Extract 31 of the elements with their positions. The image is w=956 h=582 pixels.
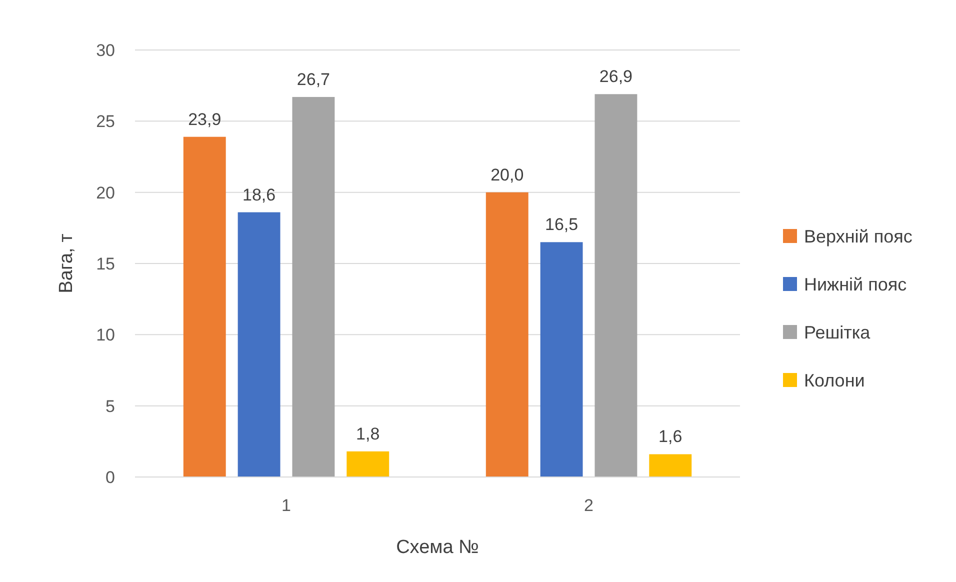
bar — [292, 96, 335, 477]
legend-label: Колони — [804, 370, 865, 390]
x-tick-label: 1 — [282, 496, 291, 515]
data-label: 18,6 — [242, 185, 276, 204]
y-tick-label: 30 — [96, 40, 115, 60]
data-label: 1,6 — [658, 427, 682, 446]
data-label: 20,0 — [490, 165, 524, 184]
data-label: 1,8 — [356, 424, 380, 444]
x-axis-title: Схема № — [396, 537, 479, 558]
data-label: 23,9 — [188, 110, 222, 129]
y-tick-label: 0 — [106, 468, 115, 487]
y-tick-label: 5 — [106, 396, 115, 416]
y-tick-label: 20 — [96, 183, 115, 202]
y-tick-label: 10 — [96, 326, 115, 345]
legend-label: Верхній пояс — [804, 226, 912, 246]
y-tick-label: 25 — [96, 112, 115, 132]
y-axis-title: Вага, т — [56, 233, 77, 294]
bar — [183, 136, 226, 477]
legend-label: Нижній пояс — [804, 274, 907, 294]
y-tick-label: 15 — [96, 254, 115, 274]
bar — [238, 212, 280, 477]
data-label: 16,5 — [544, 215, 578, 234]
x-tick-label: 2 — [584, 496, 594, 515]
bar — [486, 192, 528, 477]
bar — [594, 94, 638, 477]
bar — [649, 454, 692, 477]
data-label: 26,7 — [296, 70, 330, 89]
data-label: 26,9 — [599, 67, 633, 86]
legend-label: Решітка — [804, 322, 872, 342]
bar — [346, 451, 390, 477]
bar — [540, 242, 583, 477]
